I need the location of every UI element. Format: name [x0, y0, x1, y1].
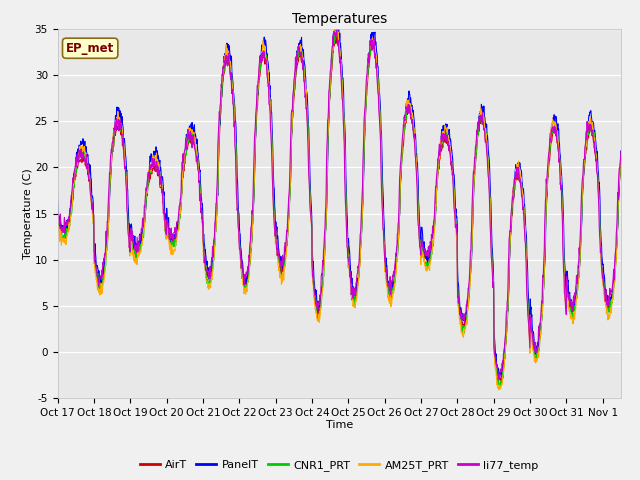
Title: Temperatures: Temperatures	[292, 12, 387, 26]
Text: EP_met: EP_met	[66, 42, 115, 55]
X-axis label: Time: Time	[326, 420, 353, 430]
Legend: AirT, PanelT, CNR1_PRT, AM25T_PRT, li77_temp: AirT, PanelT, CNR1_PRT, AM25T_PRT, li77_…	[135, 456, 543, 476]
Y-axis label: Temperature (C): Temperature (C)	[23, 168, 33, 259]
